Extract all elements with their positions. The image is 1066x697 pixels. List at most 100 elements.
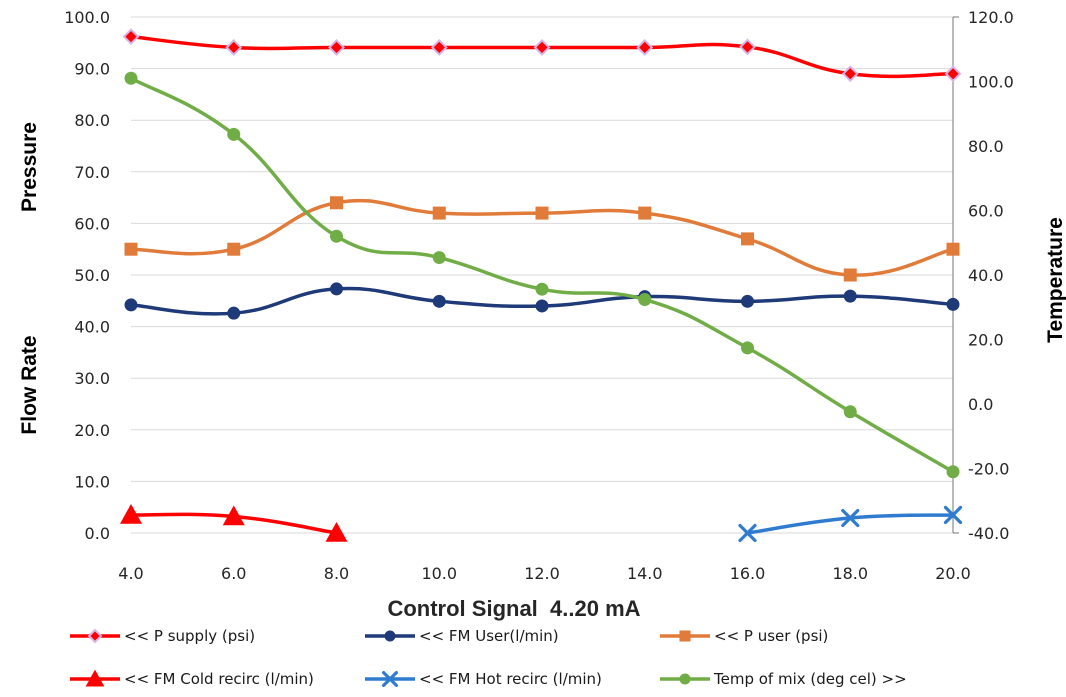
data-point bbox=[533, 39, 551, 56]
data-point bbox=[225, 39, 243, 56]
y-right-tick-label: 100.0 bbox=[968, 73, 1014, 92]
y-left-tick-label: 50.0 bbox=[74, 266, 110, 285]
data-point bbox=[85, 669, 105, 687]
legend-item: << FM Hot recirc (l/min) bbox=[365, 670, 602, 688]
tick-labels: 0.0 10.0 20.0 30.0 40.0 50.0 60.0 70.0 80.0 90.0 1… bbox=[64, 8, 1014, 583]
data-point bbox=[430, 39, 448, 56]
data-point bbox=[841, 65, 859, 83]
series-layer bbox=[120, 28, 963, 543]
x-tick-label: 12.0 bbox=[524, 564, 560, 583]
x-tick-label: 4.0 bbox=[118, 564, 143, 583]
y-right-tick-label: -20.0 bbox=[968, 460, 1009, 479]
data-point bbox=[227, 306, 241, 320]
y-left-tick-label: 90.0 bbox=[74, 60, 110, 79]
x-tick-label: 6.0 bbox=[221, 564, 246, 583]
x-axis-title: Control Signal 4..20 mA bbox=[387, 596, 640, 621]
data-point bbox=[638, 293, 652, 307]
data-point bbox=[843, 289, 857, 303]
x-tick-label: 10.0 bbox=[421, 564, 457, 583]
data-point bbox=[741, 341, 754, 355]
x-tick-label: 8.0 bbox=[324, 564, 349, 583]
series-3 bbox=[120, 503, 348, 542]
x-tick-label: 20.0 bbox=[935, 564, 971, 583]
data-point bbox=[535, 299, 549, 313]
data-point bbox=[122, 28, 140, 46]
data-point bbox=[384, 630, 396, 642]
legend: << P supply (psi) << FM User(l/min) << P u… bbox=[70, 627, 907, 688]
y-right-tick-label: 40.0 bbox=[968, 266, 1004, 285]
legend-label: << FM User(l/min) bbox=[419, 627, 559, 645]
data-point bbox=[946, 297, 960, 311]
y-right-tick-label: 60.0 bbox=[968, 202, 1004, 221]
y-left-tick-label: 40.0 bbox=[74, 318, 110, 337]
y-axis-title-temperature: Temperature bbox=[1044, 217, 1066, 343]
data-point bbox=[679, 673, 691, 685]
data-point bbox=[87, 628, 103, 644]
legend-label: << P user (psi) bbox=[714, 627, 828, 645]
data-point bbox=[432, 294, 446, 308]
data-point bbox=[841, 508, 860, 528]
data-point bbox=[943, 505, 963, 525]
data-point bbox=[843, 405, 857, 419]
data-point bbox=[325, 522, 348, 542]
data-point bbox=[432, 251, 446, 265]
y-left-tick-label: 100.0 bbox=[64, 8, 110, 27]
legend-item: << FM Cold recirc (l/min) bbox=[70, 669, 314, 688]
data-point bbox=[636, 39, 654, 56]
y-left-tick-label: 20.0 bbox=[74, 421, 110, 440]
data-point bbox=[432, 206, 446, 220]
data-point bbox=[944, 65, 962, 83]
data-point bbox=[535, 282, 549, 296]
y-right-tick-label: 120.0 bbox=[968, 8, 1014, 27]
legend-label: << P supply (psi) bbox=[124, 627, 255, 645]
data-point bbox=[738, 523, 757, 543]
legend-label: Temp of mix (deg cel) >> bbox=[713, 670, 907, 688]
data-point bbox=[741, 232, 754, 246]
x-tick-label: 14.0 bbox=[627, 564, 663, 583]
legend-item: << P supply (psi) bbox=[70, 627, 255, 645]
y-left-tick-label: 70.0 bbox=[74, 163, 110, 182]
data-point bbox=[638, 206, 652, 220]
data-point bbox=[946, 242, 960, 256]
gridlines bbox=[131, 16, 953, 534]
data-point bbox=[227, 127, 241, 141]
y-left-tick-label: 60.0 bbox=[74, 214, 110, 233]
x-tick-label: 16.0 bbox=[730, 564, 766, 583]
data-point bbox=[330, 196, 343, 210]
legend-item: << FM User(l/min) bbox=[365, 627, 559, 645]
data-point bbox=[120, 503, 142, 524]
y-right-tick-label: 20.0 bbox=[968, 331, 1004, 350]
data-point bbox=[843, 268, 857, 282]
data-point bbox=[328, 39, 345, 56]
y-right-tick-label: 80.0 bbox=[968, 137, 1004, 156]
data-point bbox=[227, 242, 241, 256]
legend-label: << FM Hot recirc (l/min) bbox=[419, 670, 602, 688]
data-point bbox=[946, 465, 960, 479]
data-point bbox=[741, 294, 754, 308]
data-point bbox=[124, 298, 138, 312]
axes bbox=[952, 16, 959, 534]
y-axis-title-flow-rate: Flow Rate bbox=[18, 335, 41, 434]
y-right-tick-label: 0.0 bbox=[968, 395, 993, 414]
series-1 bbox=[124, 282, 960, 320]
data-point bbox=[739, 38, 756, 56]
data-point bbox=[535, 206, 549, 220]
data-point bbox=[382, 671, 398, 687]
legend-item: << P user (psi) bbox=[660, 627, 828, 645]
data-point bbox=[124, 242, 138, 256]
y-axis-title-pressure: Pressure bbox=[18, 122, 41, 212]
series-5 bbox=[124, 71, 960, 479]
data-point bbox=[330, 229, 343, 243]
y-right-tick-label: -40.0 bbox=[968, 524, 1009, 543]
series-2 bbox=[124, 196, 960, 282]
y-left-tick-label: 10.0 bbox=[74, 472, 110, 491]
legend-label: << FM Cold recirc (l/min) bbox=[124, 670, 314, 688]
y-left-tick-label: 80.0 bbox=[74, 111, 110, 130]
series-0 bbox=[122, 28, 962, 83]
data-point bbox=[124, 71, 138, 85]
data-point bbox=[330, 282, 343, 296]
data-point bbox=[679, 630, 691, 642]
legend-item: Temp of mix (deg cel) >> bbox=[660, 670, 907, 688]
x-tick-label: 18.0 bbox=[832, 564, 868, 583]
